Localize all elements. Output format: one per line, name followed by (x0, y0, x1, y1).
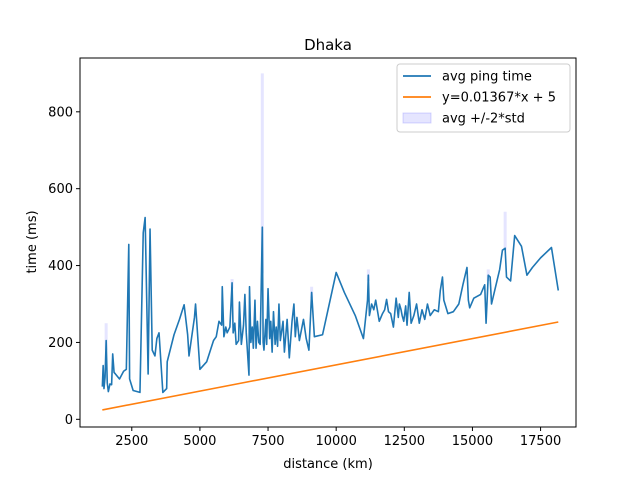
plot-content (101, 73, 560, 411)
y-tick-label: 400 (48, 259, 73, 274)
x-axis-label: distance (km) (283, 457, 373, 472)
plot-frame (79, 57, 577, 428)
x-tick-label: 7500 (251, 434, 284, 449)
y-tick-label: 200 (48, 336, 73, 351)
y-axis-label: time (ms) (25, 210, 40, 273)
x-tick-label: 2500 (115, 434, 148, 449)
x-tick-label: 10000 (315, 434, 356, 449)
chart-title: Dhaka (304, 36, 352, 54)
legend-label: y=0.01367*x + 5 (442, 91, 556, 106)
legend-swatch (402, 112, 432, 124)
y-tick-label: 800 (48, 105, 73, 120)
x-tick-label: 15000 (452, 434, 493, 449)
y-axis: 0 200 400 600 800 (48, 105, 80, 428)
fit-line (102, 321, 559, 411)
x-tick-label: 5000 (183, 434, 216, 449)
legend-label: avg ping time (442, 70, 532, 85)
legend: avg ping time y=0.01367*x + 5 avg +/-2*std (396, 63, 571, 133)
x-axis: 2500 5000 7500 10000 12500 15000 17500 (115, 427, 561, 449)
y-tick-label: 0 (65, 413, 73, 428)
legend-box (396, 63, 571, 133)
avg-ping-line (101, 216, 560, 394)
y-tick-label: 600 (48, 182, 73, 197)
std-band (104, 323, 108, 351)
x-tick-label: 12500 (384, 434, 425, 449)
legend-label: avg +/-2*std (442, 112, 525, 127)
x-tick-label: 17500 (520, 434, 561, 449)
std-band (503, 211, 507, 251)
std-band (260, 73, 264, 274)
